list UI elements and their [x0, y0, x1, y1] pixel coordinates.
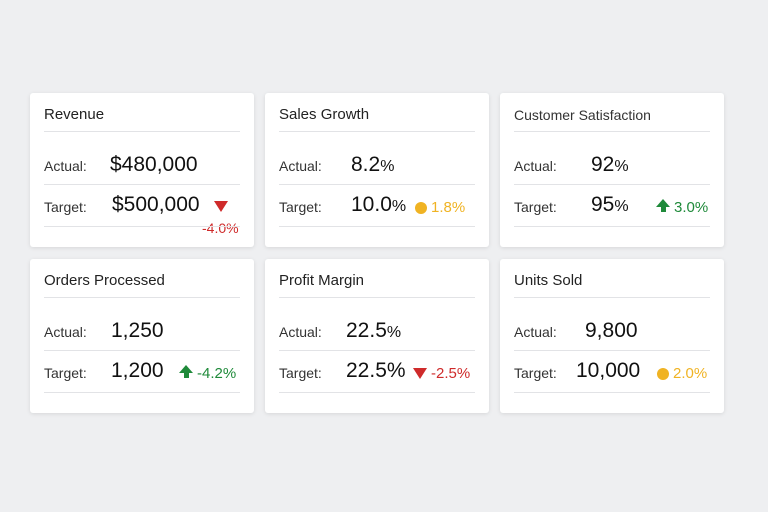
divider: [514, 297, 710, 298]
target-label: Target:: [44, 365, 87, 381]
actual-value: 8.2%: [351, 153, 395, 176]
actual-label: Actual:: [279, 324, 322, 340]
divider: [44, 392, 240, 393]
target-value: 10,000: [576, 359, 641, 382]
actual-label: Actual:: [514, 158, 557, 174]
divider: [44, 184, 240, 185]
target-label: Target:: [514, 365, 557, 381]
delta-value: 3.0%: [674, 199, 709, 216]
target-value: 95%: [591, 193, 629, 216]
actual-label: Actual:: [279, 158, 322, 174]
kpi-card-profit-margin: Profit Margin Actual: 22.5% Target: 22.5…: [265, 259, 489, 413]
delta-value: -4.0%: [202, 220, 239, 236]
delta-indicator: -4.2%: [179, 364, 237, 382]
delta-indicator: 2.0%: [657, 365, 707, 382]
divider: [279, 392, 475, 393]
divider: [514, 350, 710, 351]
triangle-down-icon: [214, 201, 228, 212]
card-title: Revenue: [44, 106, 105, 123]
arrow-up-icon: [656, 198, 670, 213]
arrow-up-icon: [179, 364, 193, 379]
target-label: Target:: [514, 199, 557, 215]
actual-label: Actual:: [44, 158, 87, 174]
circle-icon: [415, 201, 427, 214]
target-value: 1,200: [111, 359, 164, 382]
divider: [44, 297, 240, 298]
target-value: $500,000: [112, 193, 200, 216]
delta-value: -2.5%: [431, 365, 471, 382]
target-value: 22.5%: [346, 359, 406, 382]
card-title: Orders Processed: [44, 272, 165, 289]
target-label: Target:: [44, 199, 87, 215]
kpi-card-revenue: Revenue Actual: $480,000 Target: $500,00…: [30, 93, 254, 247]
delta-value: 1.8%: [431, 199, 466, 216]
actual-value: 22.5%: [346, 319, 402, 342]
card-title: Customer Satisfaction: [514, 107, 651, 123]
circle-icon: [657, 367, 669, 380]
card-title: Profit Margin: [279, 272, 365, 289]
divider: [514, 131, 710, 132]
triangle-down-icon: [413, 368, 427, 379]
delta-indicator: -2.5%: [413, 365, 470, 382]
kpi-card-customer-satisfaction: Customer Satisfaction Actual: 92% Target…: [500, 93, 724, 247]
divider: [279, 350, 475, 351]
actual-value: 92%: [591, 153, 629, 176]
card-title: Units Sold: [514, 272, 583, 289]
divider: [44, 131, 240, 132]
divider: [514, 226, 710, 227]
kpi-card-sales-growth: Sales Growth Actual: 8.2% Target: 10.0% …: [265, 93, 489, 247]
actual-value: $480,000: [110, 153, 198, 176]
divider: [279, 226, 475, 227]
divider: [279, 297, 475, 298]
divider: [44, 350, 240, 351]
target-label: Target:: [279, 365, 322, 381]
target-value: 10.0%: [351, 193, 407, 216]
divider: [514, 392, 710, 393]
kpi-card-units-sold: Units Sold Actual: 9,800 Target: 10,000 …: [500, 259, 724, 413]
divider: [44, 226, 240, 227]
divider: [279, 184, 475, 185]
actual-value: 9,800: [585, 319, 638, 342]
actual-label: Actual:: [44, 324, 87, 340]
divider: [279, 131, 475, 132]
delta-indicator: 3.0%: [656, 198, 709, 216]
actual-label: Actual:: [514, 324, 557, 340]
card-title: Sales Growth: [279, 106, 370, 123]
kpi-card-orders-processed: Orders Processed Actual: 1,250 Target: 1…: [30, 259, 254, 413]
target-label: Target:: [279, 199, 322, 215]
actual-value: 1,250: [111, 319, 164, 342]
delta-value: -4.2%: [197, 365, 237, 382]
delta-value: 2.0%: [673, 365, 708, 382]
divider: [514, 184, 710, 185]
delta-indicator: 1.8%: [415, 199, 465, 216]
